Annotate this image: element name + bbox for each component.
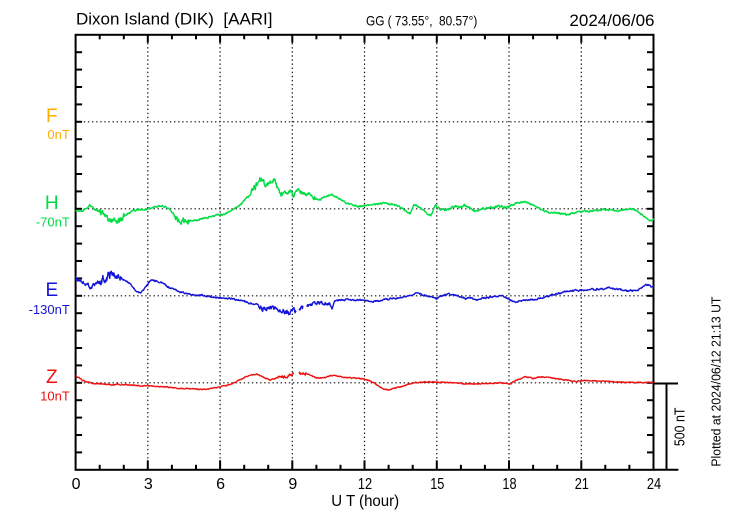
svg-text:15: 15 — [430, 476, 444, 493]
svg-text:12: 12 — [358, 476, 372, 493]
svg-text:H: H — [45, 193, 59, 214]
svg-text:-70nT: -70nT — [36, 215, 70, 230]
svg-text:18: 18 — [502, 476, 516, 493]
svg-text:0: 0 — [72, 476, 81, 493]
svg-text:Z: Z — [46, 367, 58, 388]
svg-text:10nT: 10nT — [40, 389, 70, 404]
svg-text:9: 9 — [288, 476, 297, 493]
svg-text:24: 24 — [647, 476, 661, 493]
svg-text:6: 6 — [216, 476, 225, 493]
svg-text:Dixon Island (DIK) [AARI]: Dixon Island (DIK) [AARI] — [76, 10, 273, 29]
svg-text:500 nT: 500 nT — [671, 408, 688, 447]
svg-text:-130nT: -130nT — [29, 302, 70, 317]
svg-text:E: E — [45, 280, 58, 301]
svg-text:GG ( 73.55°, 80.57°): GG ( 73.55°, 80.57°) — [366, 14, 477, 29]
svg-text:21: 21 — [575, 476, 589, 493]
svg-text:U T (hour): U T (hour) — [331, 493, 399, 510]
svg-text:F: F — [46, 106, 58, 127]
svg-text:2024/06/06: 2024/06/06 — [569, 11, 654, 30]
svg-text:0nT: 0nT — [47, 127, 69, 142]
svg-text:Plotted at 2024/06/12 21:13 UT: Plotted at 2024/06/12 21:13 UT — [708, 297, 723, 467]
svg-text:3: 3 — [144, 476, 153, 493]
